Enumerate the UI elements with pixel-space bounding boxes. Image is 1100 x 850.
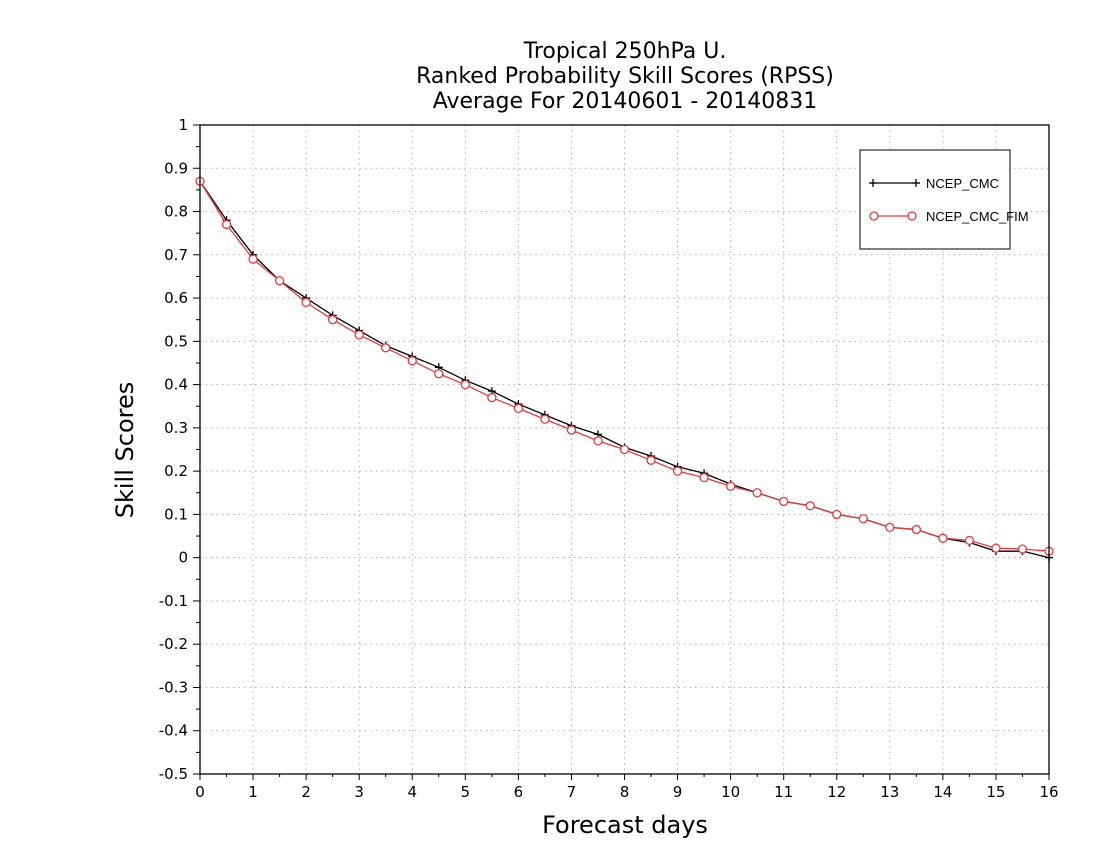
data-point-ncep-cmc-fim [858, 514, 868, 524]
x-tick-label: 6 [514, 783, 524, 801]
y-tick-label: 1 [178, 116, 188, 134]
y-tick-label: -0.4 [159, 722, 188, 740]
x-tick-label: 3 [354, 783, 364, 801]
y-tick-label: -0.3 [159, 678, 188, 696]
x-tick-label: 11 [774, 783, 793, 801]
data-point-ncep-cmc-fim [460, 379, 470, 390]
data-point-ncep-cmc-fim [964, 535, 975, 546]
y-tick-label: -0.1 [159, 592, 188, 610]
y-tick-label: -0.2 [159, 635, 188, 653]
y-tick-label: 0.5 [164, 332, 188, 350]
data-point-ncep-cmc-fim [381, 343, 391, 353]
x-tick-label: 5 [461, 783, 471, 801]
data-point-ncep-cmc-fim [487, 392, 497, 403]
data-point-ncep-cmc-fim [566, 425, 577, 435]
x-tick-label: 15 [986, 783, 1005, 801]
legend-box [859, 149, 1011, 250]
legend-marker-ncep-cmc-fim [869, 211, 879, 221]
x-tick-label: 0 [195, 783, 205, 801]
data-point-ncep-cmc-fim [911, 524, 921, 535]
data-point-ncep-cmc-fim [619, 444, 630, 455]
data-point-ncep-cmc-fim [672, 466, 683, 476]
y-tick-label: 0.7 [164, 246, 188, 264]
legend-marker-ncep-cmc [869, 179, 920, 187]
data-point-ncep-cmc-fim [593, 436, 603, 446]
data-point-ncep-cmc-fim [938, 533, 948, 543]
data-point-ncep-cmc-fim [779, 496, 789, 507]
data-point-ncep-cmc-fim [752, 488, 762, 498]
data-point-ncep-cmc-fim [407, 356, 417, 366]
y-tick-label: 0.1 [164, 505, 188, 523]
plot-frame [199, 124, 1050, 775]
x-tick-label: 13 [880, 783, 899, 801]
x-tick-label: 1 [248, 783, 258, 801]
data-point-ncep-cmc-fim [1017, 544, 1028, 554]
x-tick-label: 10 [721, 783, 740, 801]
y-tick-label: 0.4 [164, 376, 188, 394]
x-axis-label: Forecast days [542, 811, 708, 839]
legend-marker-ncep-cmc-fim [907, 211, 917, 221]
data-point-ncep-cmc-fim [991, 543, 1001, 553]
chart-title-line-2: Ranked Probability Skill Scores (RPSS) [416, 64, 834, 89]
data-point-ncep-cmc-fim [832, 509, 842, 520]
grid-lines [200, 125, 1049, 774]
legend: NCEP_CMC NCEP_CMC_FIM [859, 149, 1029, 250]
x-tick-label: 4 [407, 783, 417, 801]
series-lines [195, 176, 1054, 562]
chart-title-line-1: Tropical 250hPa U. [523, 39, 727, 64]
data-point-ncep-cmc-fim [354, 330, 364, 340]
x-tick-label: 2 [301, 783, 311, 801]
x-tick-label: 16 [1039, 783, 1058, 801]
data-point-ncep-cmc-fim [805, 501, 815, 511]
data-point-ncep-cmc-fim [725, 481, 736, 491]
legend-label-ncep-cmc: NCEP_CMC [926, 176, 999, 191]
data-point-ncep-cmc-fim [513, 403, 524, 414]
data-point-ncep-cmc-fim [328, 315, 338, 325]
x-tick-label: 9 [673, 783, 683, 801]
y-axis-label: Skill Scores [111, 382, 139, 519]
data-point-ncep-cmc-fim [540, 414, 550, 424]
y-tick-label: 0.2 [164, 462, 188, 480]
y-tick-label: 0.9 [164, 159, 188, 177]
y-tick-label: 0.3 [164, 419, 188, 437]
x-tick-label: 7 [567, 783, 577, 801]
x-tick-label: 8 [620, 783, 630, 801]
data-point-ncep-cmc-fim [274, 276, 285, 286]
data-point-ncep-cmc-fim [885, 522, 895, 533]
data-point-ncep-cmc-fim [221, 219, 232, 230]
data-point-ncep-cmc-fim [434, 369, 444, 379]
x-tick-label: 14 [933, 783, 952, 801]
y-tick-label: 0.6 [164, 289, 188, 307]
chart-title-line-3: Average For 20140601 - 20140831 [433, 89, 818, 114]
data-point-ncep-cmc-fim [248, 254, 258, 264]
data-point-ncep-cmc-fim [301, 297, 311, 308]
x-tick-label: 12 [827, 783, 846, 801]
y-tick-label: 0 [178, 549, 188, 567]
y-tick-label: -0.5 [159, 765, 188, 783]
y-tick-label: 0.8 [164, 203, 188, 221]
data-point-ncep-cmc-fim [646, 455, 656, 465]
y-axis-ticks: -0.5 -0.4 -0.3 -0.2 -0.1 0 0.1 0.2 0.3 0.4 0.5 0.6 0… [159, 116, 200, 783]
x-axis-ticks: 0 1 2 3 4 5 6 7 8 9 10 11 12 13 14 15 16 [195, 774, 1059, 801]
data-point-ncep-cmc-fim [699, 472, 709, 483]
legend-label-ncep-cmc-fim: NCEP_CMC_FIM [926, 209, 1029, 224]
